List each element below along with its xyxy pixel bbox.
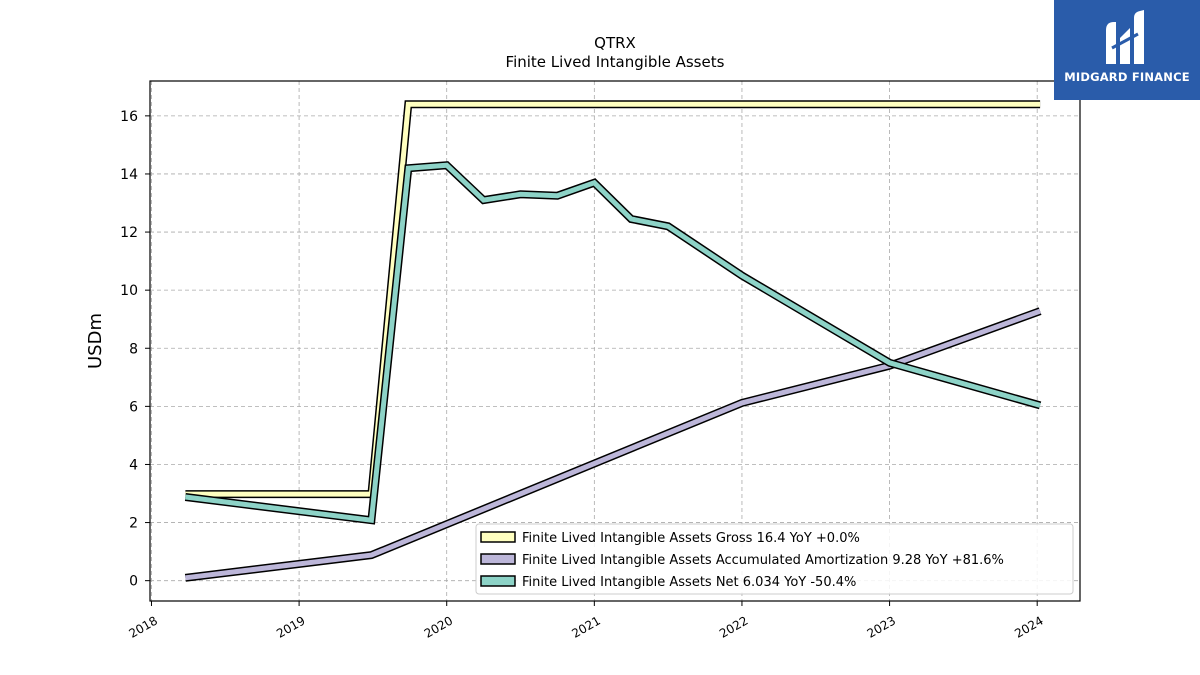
y-tick-label: 14 bbox=[120, 167, 138, 183]
series-line-2 bbox=[185, 162, 1041, 523]
legend-entry-2: Finite Lived Intangible Assets Net 6.034… bbox=[522, 575, 856, 590]
y-tick-label: 2 bbox=[129, 516, 138, 532]
midgard-logo-icon bbox=[1106, 10, 1144, 64]
y-tick-label: 10 bbox=[120, 283, 138, 299]
legend-swatch-2 bbox=[480, 575, 516, 587]
x-tick-label: 2021 bbox=[569, 613, 602, 640]
x-tick-label: 2023 bbox=[865, 613, 898, 640]
y-tick-label: 4 bbox=[129, 457, 138, 473]
x-tick-label: 2022 bbox=[717, 613, 750, 640]
legend-entry-0: Finite Lived Intangible Assets Gross 16.… bbox=[522, 531, 860, 546]
chart-subtitle: Finite Lived Intangible Assets bbox=[506, 53, 725, 71]
grid bbox=[150, 81, 1080, 601]
legend-swatch-1 bbox=[480, 553, 516, 565]
legend: Finite Lived Intangible Assets Gross 16.… bbox=[475, 523, 1074, 595]
chart-title: QTRX bbox=[594, 34, 636, 52]
y-tick-label: 8 bbox=[129, 341, 138, 357]
series-outline-0 bbox=[185, 100, 1041, 499]
legend-swatch-0 bbox=[480, 531, 516, 543]
x-tick-label: 2024 bbox=[1012, 613, 1045, 640]
y-tick-label: 6 bbox=[129, 399, 138, 415]
plot-frame bbox=[149, 80, 1081, 602]
series-layer bbox=[184, 100, 1042, 582]
legend-box bbox=[475, 523, 1074, 595]
y-tick-label: 12 bbox=[120, 225, 138, 241]
y-axis: 0 2 4 6 8 10 12 14 16 bbox=[120, 109, 150, 590]
series-outline-2 bbox=[184, 161, 1042, 525]
y-axis-label: USDm bbox=[85, 313, 106, 369]
brand-logo: MIDGARD FINANCE bbox=[1054, 0, 1200, 100]
y-tick-label: 16 bbox=[120, 109, 138, 125]
x-axis: 2018 2019 2020 2021 2022 2023 2024 bbox=[127, 601, 1046, 641]
x-tick-label: 2020 bbox=[422, 613, 455, 640]
x-tick-label: 2019 bbox=[274, 613, 307, 640]
x-tick-label: 2018 bbox=[127, 613, 160, 640]
series-line-0 bbox=[185, 101, 1041, 497]
series-line-1 bbox=[185, 308, 1041, 581]
legend-entry-1: Finite Lived Intangible Assets Accumulat… bbox=[522, 553, 1004, 568]
brand-name: MIDGARD FINANCE bbox=[1064, 70, 1190, 84]
y-tick-label: 0 bbox=[129, 574, 138, 590]
